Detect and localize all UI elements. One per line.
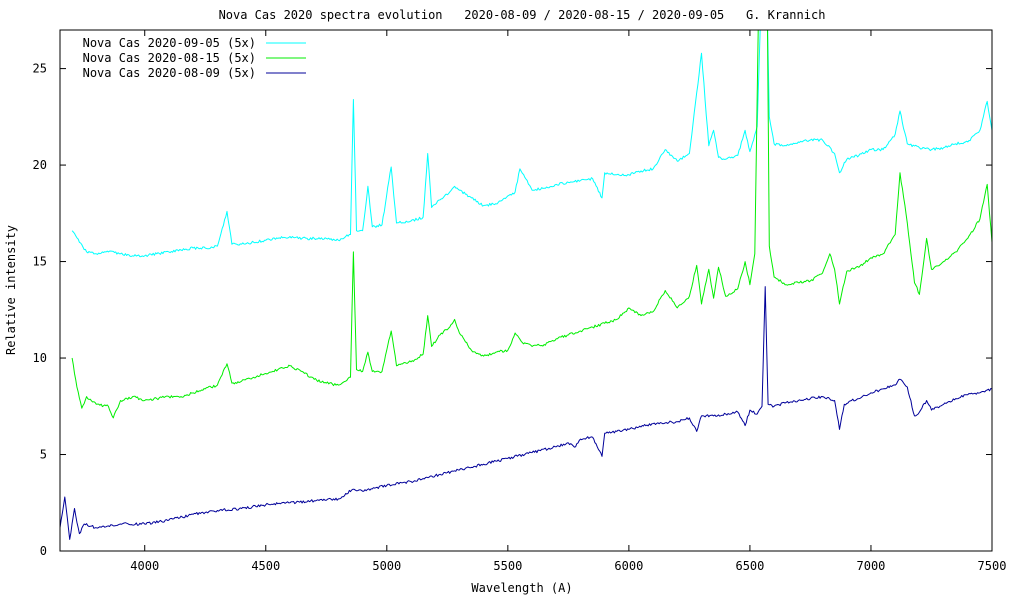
legend-label: Nova Cas 2020-09-05 (5x)	[83, 36, 256, 50]
series-line-3	[60, 286, 992, 540]
x-tick-label: 4500	[251, 559, 280, 573]
series-line-1	[71, 30, 992, 258]
y-tick-label: 10	[33, 351, 47, 365]
chart-title: Nova Cas 2020 spectra evolution 2020-08-…	[219, 8, 826, 22]
legend: Nova Cas 2020-09-05 (5x)Nova Cas 2020-08…	[83, 36, 306, 80]
x-tick-label: 4000	[130, 559, 159, 573]
y-tick-label: 20	[33, 158, 47, 172]
x-tick-label: 7500	[978, 559, 1007, 573]
y-tick-label: 15	[33, 255, 47, 269]
legend-label: Nova Cas 2020-08-15 (5x)	[83, 51, 256, 65]
y-tick-label: 0	[40, 544, 47, 558]
x-axis-label: Wavelength (A)	[471, 581, 572, 595]
series-layer	[60, 30, 992, 540]
y-axis-label: Relative intensity	[4, 225, 18, 355]
x-tick-label: 7000	[857, 559, 886, 573]
x-tick-label: 6500	[735, 559, 764, 573]
x-tick-label: 6000	[614, 559, 643, 573]
y-tick-label: 5	[40, 448, 47, 462]
y-tick-label: 25	[33, 62, 47, 76]
x-tick-label: 5000	[372, 559, 401, 573]
series-line-2	[71, 30, 992, 419]
plot-frame	[59, 29, 993, 552]
legend-label: Nova Cas 2020-08-09 (5x)	[83, 66, 256, 80]
axis-ticks: 4000 4500 5000 5500 6000 6500 7000 7500 0 5 10 15 20…	[33, 30, 1007, 573]
x-tick-label: 5500	[493, 559, 522, 573]
